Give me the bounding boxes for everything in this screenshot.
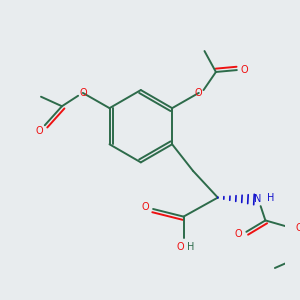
Text: H: H: [267, 193, 275, 202]
Text: O: O: [177, 242, 184, 252]
Text: O: O: [296, 223, 300, 233]
Text: O: O: [235, 229, 243, 239]
Text: O: O: [79, 88, 87, 98]
Text: O: O: [142, 202, 149, 212]
Text: O: O: [35, 126, 43, 136]
Text: H: H: [188, 242, 195, 252]
Text: O: O: [195, 88, 202, 98]
Text: O: O: [241, 65, 248, 75]
Text: N: N: [254, 194, 262, 205]
